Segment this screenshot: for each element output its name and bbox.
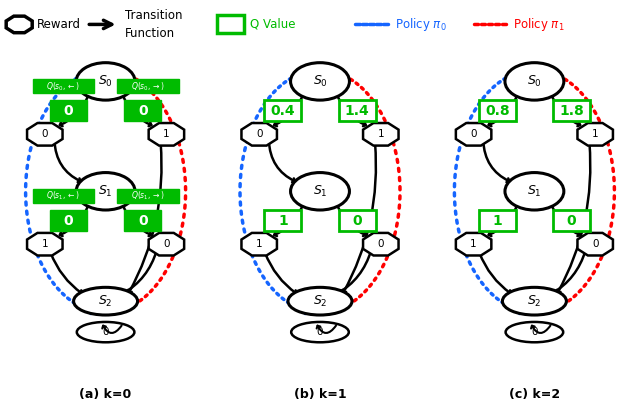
Text: 0: 0 <box>163 239 170 249</box>
Text: 1: 1 <box>163 129 170 139</box>
Text: 0: 0 <box>256 129 262 139</box>
Text: (c) k=2: (c) k=2 <box>509 388 560 401</box>
FancyBboxPatch shape <box>124 210 161 231</box>
FancyBboxPatch shape <box>339 100 376 121</box>
Text: $S_1$: $S_1$ <box>313 184 327 199</box>
Ellipse shape <box>288 287 352 315</box>
Text: 1: 1 <box>42 239 48 249</box>
Text: 1: 1 <box>592 129 598 139</box>
FancyBboxPatch shape <box>117 189 179 203</box>
Text: 0: 0 <box>566 214 577 228</box>
Text: 0: 0 <box>592 239 598 249</box>
FancyBboxPatch shape <box>33 189 94 203</box>
Polygon shape <box>363 233 399 256</box>
Text: 1: 1 <box>378 129 384 139</box>
Circle shape <box>505 63 564 100</box>
FancyBboxPatch shape <box>124 100 161 121</box>
Text: 0: 0 <box>470 129 477 139</box>
Text: 1: 1 <box>278 214 288 228</box>
Text: Transition: Transition <box>125 9 182 22</box>
Circle shape <box>505 173 564 210</box>
Text: 0: 0 <box>531 327 538 337</box>
FancyBboxPatch shape <box>33 79 94 93</box>
Text: $S_2$: $S_2$ <box>527 293 541 309</box>
Ellipse shape <box>77 322 134 342</box>
Text: 0.8: 0.8 <box>485 104 509 118</box>
Text: $S_0$: $S_0$ <box>312 74 328 89</box>
Text: 0: 0 <box>102 327 109 337</box>
Text: 0: 0 <box>63 104 74 118</box>
Text: $S_1$: $S_1$ <box>527 184 541 199</box>
Polygon shape <box>577 233 613 256</box>
Polygon shape <box>148 123 184 146</box>
Text: 1: 1 <box>256 239 262 249</box>
Text: 0: 0 <box>378 239 384 249</box>
FancyBboxPatch shape <box>339 210 376 231</box>
Text: 0: 0 <box>138 214 148 228</box>
Polygon shape <box>577 123 613 146</box>
Polygon shape <box>6 16 32 33</box>
Text: 1.4: 1.4 <box>345 104 369 118</box>
Text: 1.8: 1.8 <box>559 104 584 118</box>
FancyBboxPatch shape <box>553 210 590 231</box>
Text: $S_0$: $S_0$ <box>98 74 113 89</box>
Text: $Q(s_1,\leftarrow)$: $Q(s_1,\leftarrow)$ <box>46 190 81 202</box>
FancyBboxPatch shape <box>50 210 87 231</box>
Polygon shape <box>27 233 63 256</box>
Text: Policy $\pi_0$: Policy $\pi_0$ <box>395 16 447 33</box>
Text: $S_0$: $S_0$ <box>527 74 542 89</box>
FancyBboxPatch shape <box>264 210 301 231</box>
Text: 1: 1 <box>492 214 502 228</box>
Polygon shape <box>363 123 399 146</box>
Text: $Q(s_0,\rightarrow)$: $Q(s_0,\rightarrow)$ <box>131 80 165 92</box>
Ellipse shape <box>74 287 138 315</box>
FancyBboxPatch shape <box>264 100 301 121</box>
Text: Policy $\pi_1$: Policy $\pi_1$ <box>513 16 564 33</box>
Circle shape <box>291 173 349 210</box>
Ellipse shape <box>502 287 566 315</box>
Polygon shape <box>241 233 277 256</box>
Text: 0: 0 <box>352 214 362 228</box>
Polygon shape <box>456 233 492 256</box>
Text: (a) k=0: (a) k=0 <box>79 388 132 401</box>
Text: 0: 0 <box>317 327 323 337</box>
Text: 0: 0 <box>42 129 48 139</box>
Text: Q Value: Q Value <box>250 18 296 31</box>
Text: $S_2$: $S_2$ <box>99 293 113 309</box>
Text: 0.4: 0.4 <box>271 104 295 118</box>
FancyBboxPatch shape <box>479 210 516 231</box>
Text: 0: 0 <box>138 104 148 118</box>
FancyBboxPatch shape <box>50 100 87 121</box>
Text: Reward: Reward <box>37 18 81 31</box>
Text: $S_1$: $S_1$ <box>99 184 113 199</box>
Text: (b) k=1: (b) k=1 <box>294 388 346 401</box>
Circle shape <box>76 63 135 100</box>
Text: $Q(s_1,\rightarrow)$: $Q(s_1,\rightarrow)$ <box>131 190 165 202</box>
Ellipse shape <box>291 322 349 342</box>
Polygon shape <box>241 123 277 146</box>
Text: $S_2$: $S_2$ <box>313 293 327 309</box>
Text: 0: 0 <box>63 214 74 228</box>
Text: 1: 1 <box>470 239 477 249</box>
Polygon shape <box>456 123 492 146</box>
Polygon shape <box>27 123 63 146</box>
Text: Function: Function <box>125 27 175 40</box>
Ellipse shape <box>506 322 563 342</box>
Circle shape <box>76 173 135 210</box>
FancyBboxPatch shape <box>117 79 179 93</box>
FancyBboxPatch shape <box>553 100 590 121</box>
Circle shape <box>291 63 349 100</box>
Polygon shape <box>148 233 184 256</box>
FancyBboxPatch shape <box>479 100 516 121</box>
FancyBboxPatch shape <box>217 15 244 33</box>
Text: $Q(s_0,\leftarrow)$: $Q(s_0,\leftarrow)$ <box>46 80 81 92</box>
